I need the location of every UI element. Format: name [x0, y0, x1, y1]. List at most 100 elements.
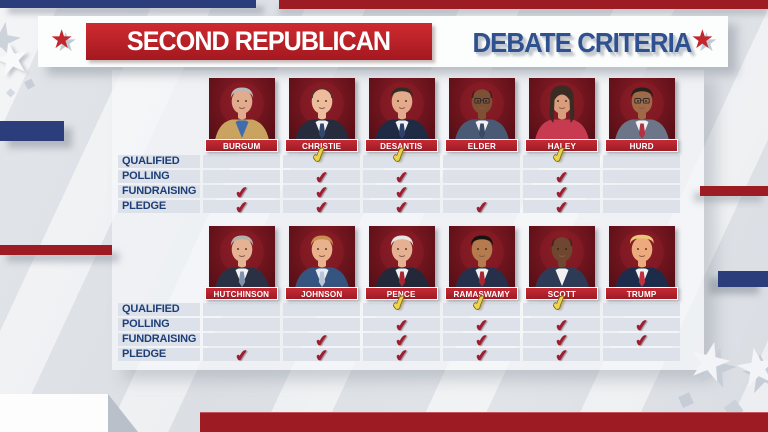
candidate-photo — [208, 78, 275, 140]
right-red-bar — [700, 186, 768, 196]
candidate-name: JOHNSON — [300, 288, 343, 299]
criteria-cell-empty — [203, 333, 280, 346]
criteria-cell-checked: ✔ — [363, 290, 440, 316]
check-icon: ✔ — [234, 198, 250, 218]
candidate-block-2: HUTCHINSON JOHNSON PENCE RAMASWAMY — [118, 226, 680, 366]
check-icon: ✔ — [554, 183, 570, 203]
bottom-left-white-box — [0, 394, 108, 432]
criteria-cell-empty — [603, 185, 680, 198]
criteria-cell-checked: ✔ — [443, 346, 520, 366]
criteria-cell-checked: ✔ — [443, 291, 520, 316]
criteria-cell-checked: ✔ — [363, 199, 440, 217]
candidate-photo — [528, 78, 595, 140]
criteria-cell-checked: ✔ — [283, 199, 360, 217]
criteria-label: QUALIFIED — [118, 155, 200, 168]
check-icon: ✔ — [234, 183, 250, 203]
bottom-red-bar — [200, 412, 768, 432]
candidate-photo — [288, 78, 355, 140]
check-icon: ✔ — [394, 331, 410, 351]
candidate-name-banner: ELDER — [445, 139, 518, 152]
check-icon: ✔ — [634, 316, 650, 336]
candidate-card: RAMASWAMY — [443, 226, 520, 300]
candidate-name: CHRISTIE — [301, 140, 342, 151]
candidate-card: SCOTT — [523, 226, 600, 300]
check-icon: ✔ — [394, 168, 410, 188]
criteria-cell-checked: ✔ — [283, 183, 360, 203]
candidate-photo — [208, 226, 275, 288]
criteria-cell-empty — [203, 170, 280, 183]
left-blue-bar — [0, 121, 64, 141]
candidate-photo — [288, 226, 355, 288]
check-icon: ✔ — [554, 168, 570, 188]
criteria-cell-empty — [203, 318, 280, 331]
candidate-card: DESANTIS — [363, 78, 440, 152]
check-icon: ✔ — [554, 346, 570, 366]
candidate-name: BURGUM — [222, 140, 261, 151]
criteria-cell-empty — [603, 303, 680, 316]
candidate-name-banner: SCOTT — [525, 287, 598, 300]
candidate-name: DESANTIS — [380, 140, 423, 151]
candidate-photo — [448, 78, 515, 140]
candidate-card: HUTCHINSON — [203, 226, 280, 300]
qualified-check-icon: ✔ — [389, 290, 410, 315]
criteria-cell-checked: ✔ — [203, 346, 280, 366]
check-icon: ✔ — [234, 346, 250, 366]
candidate-card: HALEY — [523, 78, 600, 152]
criteria-cell-checked: ✔ — [363, 168, 440, 188]
criteria-cell-empty — [603, 155, 680, 168]
criteria-cell-checked: ✔ — [363, 184, 440, 202]
criteria-cell-checked: ✔ — [363, 316, 440, 336]
criteria-cell-empty — [443, 170, 520, 183]
bottom-left-box-shadow — [108, 394, 138, 432]
candidate-photo — [448, 226, 515, 288]
candidate-name-banner: CHRISTIE — [285, 139, 358, 152]
candidate-name-banner: HALEY — [525, 139, 598, 152]
candidate-name-banner: PENCE — [365, 287, 438, 300]
title-primary: SECOND REPUBLICAN — [127, 26, 391, 56]
criteria-cell-checked: ✔ — [603, 316, 680, 336]
candidate-name: ELDER — [467, 140, 496, 151]
check-icon: ✔ — [474, 346, 490, 366]
candidate-photo — [528, 226, 595, 288]
candidate-block-1: BURGUM CHRISTIE DESANTIS ELDER H — [118, 78, 680, 218]
criteria-cell-checked: ✔ — [363, 331, 440, 351]
criteria-cell-checked: ✔ — [203, 183, 280, 203]
criteria-cell-empty — [283, 318, 360, 331]
candidate-card: ELDER — [443, 78, 520, 152]
criteria-cell-checked: ✔ — [523, 142, 600, 168]
criteria-cell-empty — [283, 303, 360, 316]
criteria-cell-checked: ✔ — [283, 142, 360, 168]
candidate-card: JOHNSON — [283, 226, 360, 300]
qualified-check-icon: ✔ — [389, 142, 410, 167]
star-icon: ★ — [690, 24, 714, 54]
qualified-check-icon: ✔ — [549, 142, 570, 167]
check-icon: ✔ — [394, 316, 410, 336]
criteria-cell-empty — [203, 303, 280, 316]
candidate-name: PENCE — [387, 288, 416, 299]
check-icon: ✔ — [314, 183, 330, 203]
left-red-bar — [0, 245, 112, 255]
criteria-cell-empty — [443, 185, 520, 198]
candidate-photo — [368, 78, 435, 140]
top-right-red-bar — [279, 0, 768, 9]
criteria-cell-checked: ✔ — [443, 332, 520, 350]
title-primary-box: SECOND REPUBLICAN — [86, 23, 432, 60]
candidate-name: HALEY — [547, 140, 576, 151]
criteria-label: POLLING — [118, 170, 200, 183]
check-icon: ✔ — [314, 346, 330, 366]
criteria-cell-checked: ✔ — [523, 183, 600, 203]
check-icon: ✔ — [554, 198, 570, 218]
header-banner: ★ SECOND REPUBLICAN DEBATE CRITERIA ★ — [38, 16, 728, 67]
candidate-card: TRUMP — [603, 226, 680, 300]
candidate-photo — [608, 78, 675, 140]
candidate-photo — [608, 226, 675, 288]
criteria-cell-checked: ✔ — [203, 198, 280, 218]
check-icon: ✔ — [314, 168, 330, 188]
check-icon: ✔ — [314, 331, 330, 351]
candidate-name: HURD — [629, 140, 654, 151]
candidate-card: HURD — [603, 78, 680, 152]
criteria-label: POLLING — [118, 318, 200, 331]
qualified-check-icon: ✔ — [309, 142, 330, 167]
candidate-name-banner: TRUMP — [605, 287, 678, 300]
criteria-label: FUNDRAISING — [118, 333, 200, 346]
